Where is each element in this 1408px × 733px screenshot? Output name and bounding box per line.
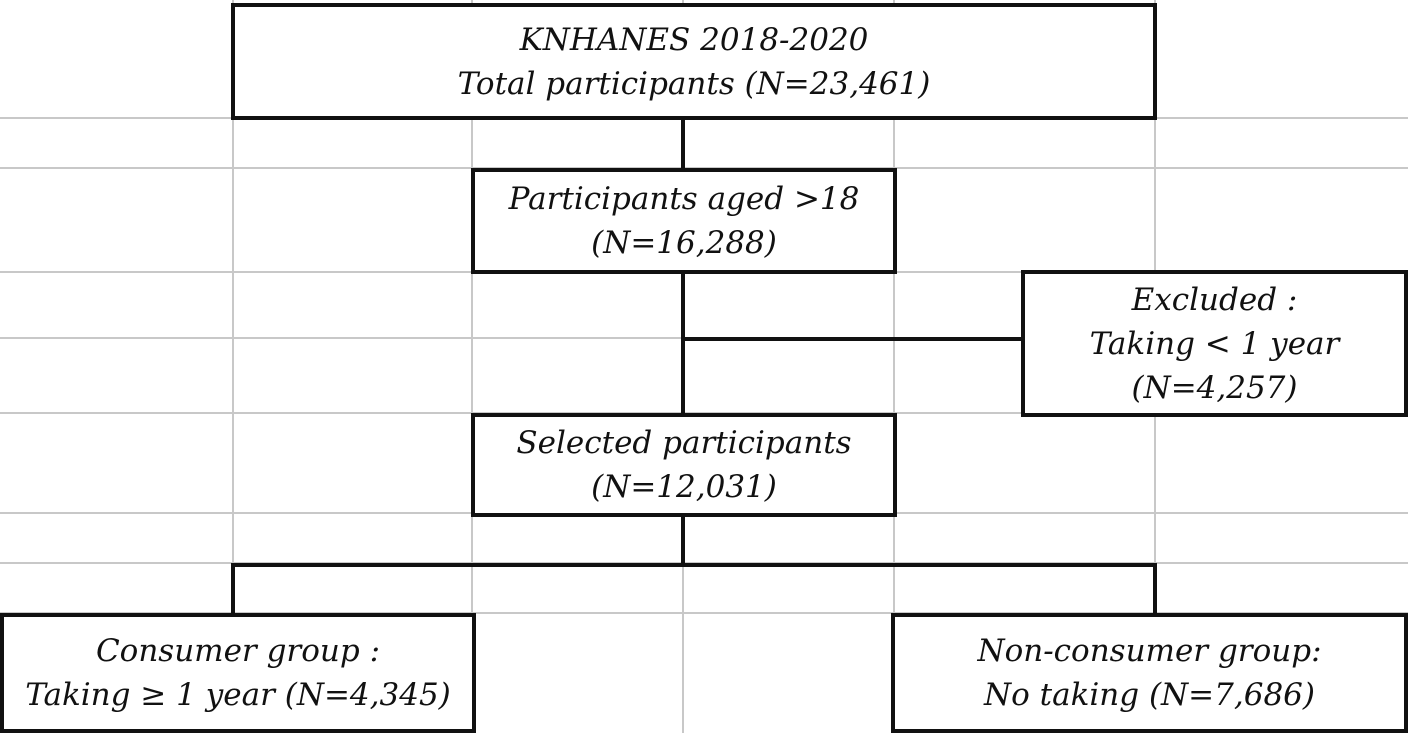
nonconsumer-title: Non-consumer group:: [977, 633, 1322, 669]
consumer-group-box: Consumer group : Taking ≥ 1 year (N=4,34…: [0, 613, 476, 733]
connector-to-nonconsumer: [1153, 563, 1157, 616]
participants-aged-box: Participants aged >18 (N=16,288): [471, 168, 897, 274]
total-count: Total participants (N=23,461): [457, 65, 931, 102]
connector-total-to-aged: [681, 118, 685, 170]
excluded-box: Excluded : Taking < 1 year (N=4,257): [1021, 270, 1408, 417]
aged-label: Participants aged >18: [508, 181, 860, 217]
connector-to-excluded: [681, 337, 1023, 341]
excluded-count: (N=4,257): [1131, 369, 1298, 406]
connector-selected-down: [681, 514, 685, 565]
non-consumer-group-box: Non-consumer group: No taking (N=7,686): [891, 613, 1408, 733]
selected-participants-box: Selected participants (N=12,031): [471, 413, 897, 517]
excluded-title: Excluded :: [1131, 281, 1298, 318]
connector-to-consumer: [231, 563, 235, 616]
connector-split-horizontal: [231, 563, 1157, 567]
nonconsumer-detail: No taking (N=7,686): [984, 677, 1315, 713]
total-participants-box: KNHANES 2018-2020 Total participants (N=…: [231, 3, 1157, 120]
total-title: KNHANES 2018-2020: [519, 21, 869, 58]
selected-count: (N=12,031): [591, 469, 777, 505]
consumer-title: Consumer group :: [95, 633, 381, 669]
excluded-reason: Taking < 1 year: [1089, 325, 1340, 362]
connector-aged-to-selected: [681, 272, 685, 416]
aged-count: (N=16,288): [591, 225, 777, 261]
selected-label: Selected participants: [516, 425, 852, 461]
consumer-detail: Taking ≥ 1 year (N=4,345): [25, 677, 451, 713]
